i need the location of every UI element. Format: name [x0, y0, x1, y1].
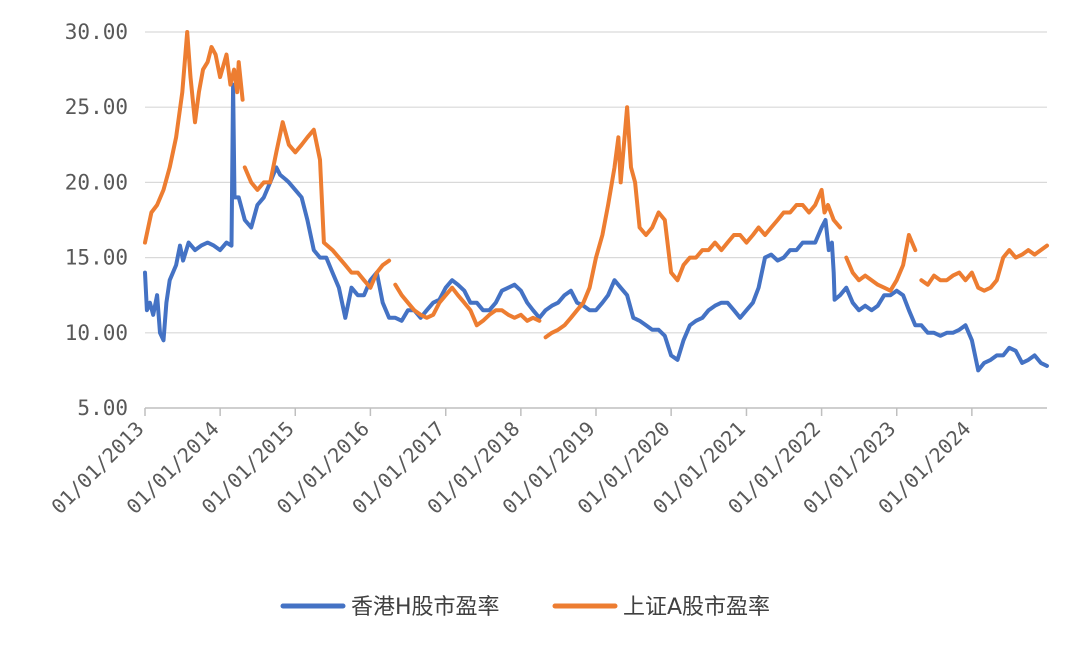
gridlines [145, 31, 1047, 334]
legend-label-2: 上证A股市盈率 [623, 595, 770, 620]
y-tick-label: 30.00 [65, 20, 128, 44]
legend-label-1: 香港H股市盈率 [351, 595, 500, 620]
series-line-2-segment-2 [242, 120, 392, 290]
y-tick-label: 15.00 [65, 246, 128, 270]
x-axis-tick-labels: 01/01/201301/01/201401/01/201501/01/2016… [46, 417, 975, 519]
series-line-2-segment-5 [844, 233, 918, 293]
y-tick-label: 10.00 [65, 321, 128, 345]
series-line-2-segment-4 [543, 105, 843, 340]
legend: 香港H股市盈率 上证A股市盈率 [280, 595, 770, 620]
y-tick-label: 5.00 [77, 396, 128, 420]
series-line-2-segment-3 [393, 282, 542, 328]
series-line-2-segment-6 [919, 243, 1049, 293]
y-tick-label: 25.00 [65, 95, 128, 119]
y-axis-tick-labels: 5.00 10.00 15.00 20.00 25.00 30.00 [65, 20, 128, 420]
x-axis [144, 407, 1047, 416]
series-line-2-segment-1 [143, 30, 245, 245]
y-tick-label: 20.00 [65, 170, 128, 194]
series-lines [143, 30, 1049, 373]
